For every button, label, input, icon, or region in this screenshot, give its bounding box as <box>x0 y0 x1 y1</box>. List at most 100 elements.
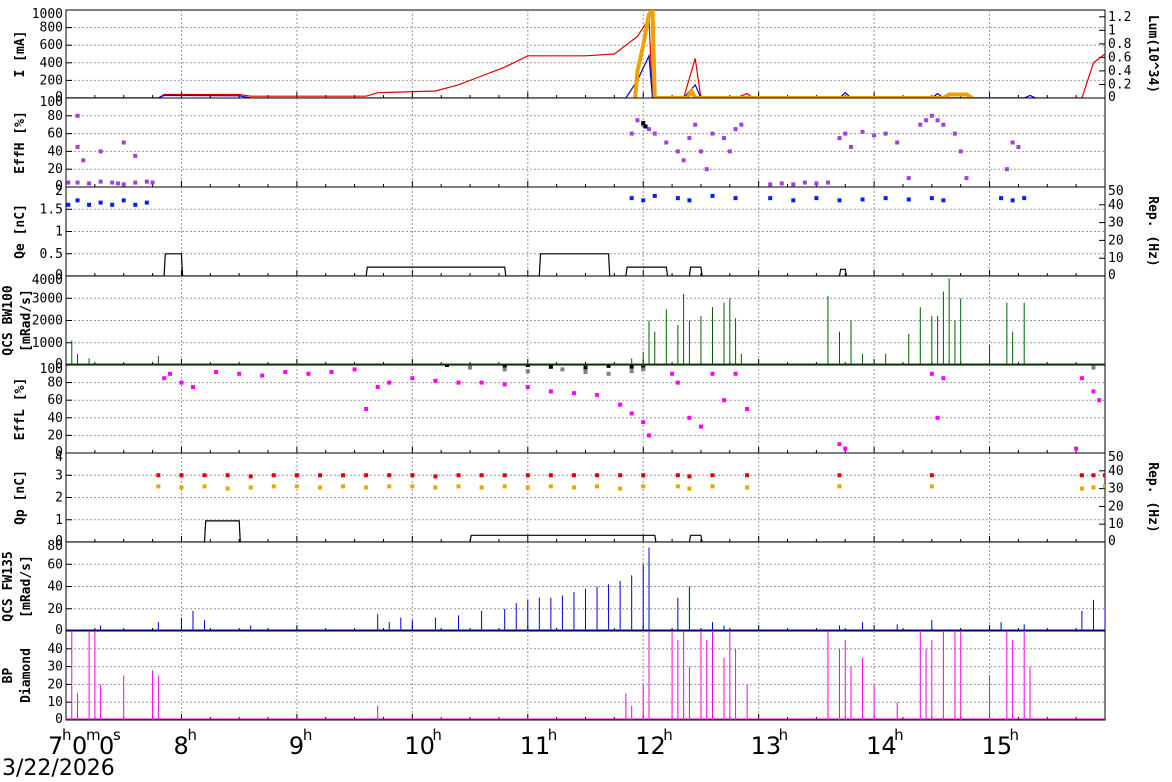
x-tick-label: 14h <box>866 726 904 760</box>
data-point <box>1091 365 1096 370</box>
data-point <box>352 367 357 372</box>
data-point <box>75 198 80 203</box>
data-point <box>156 473 161 478</box>
data-point <box>571 473 576 478</box>
x-tick-hour: 15 <box>982 732 1013 760</box>
data-point <box>710 131 715 136</box>
y-tick-label: 80 <box>47 539 63 554</box>
x-tick-unit: h <box>187 726 197 744</box>
y-tick-label: 40 <box>47 580 63 595</box>
data-point <box>733 127 738 132</box>
data-point <box>1074 446 1079 451</box>
data-point <box>548 484 553 489</box>
panel-frame <box>65 452 1106 543</box>
data-point <box>479 473 484 478</box>
y2-tick-label: 0 <box>1108 534 1116 549</box>
y-tick-label: 3 <box>55 468 63 483</box>
data-point <box>571 391 576 396</box>
data-point <box>745 485 750 490</box>
data-point <box>433 378 438 383</box>
data-point <box>675 380 680 385</box>
data-point <box>502 484 507 489</box>
series-line <box>66 520 1105 542</box>
x-tick-unit: h <box>62 726 72 744</box>
data-point <box>675 149 680 154</box>
data-point <box>999 196 1004 201</box>
y-tick-label: 600 <box>40 38 63 53</box>
y-tick-label: 80 <box>47 376 63 391</box>
data-point <box>410 376 415 381</box>
data-point <box>860 197 865 202</box>
data-point <box>675 484 680 489</box>
data-point <box>606 371 611 376</box>
y2-tick-label: 20 <box>1108 499 1124 514</box>
y-tick-label: 1 <box>55 225 63 240</box>
data-point <box>81 158 86 163</box>
data-point <box>1010 198 1015 203</box>
data-point <box>121 198 126 203</box>
y-tick-label: 4000 <box>32 273 63 288</box>
data-point <box>745 473 750 478</box>
data-point <box>733 371 738 376</box>
y-tick-label: 200 <box>40 73 63 88</box>
y-tick-label: 4 <box>55 450 63 465</box>
x-tick-hour: 9 <box>289 732 304 760</box>
data-point <box>1079 473 1084 478</box>
data-point <box>525 473 530 478</box>
data-point <box>641 420 646 425</box>
data-point <box>958 149 963 154</box>
y-tick-label: 20 <box>47 162 63 177</box>
data-point <box>710 484 715 489</box>
data-point <box>929 371 934 376</box>
x-tick-label: 11h <box>520 726 558 760</box>
data-point <box>329 370 334 375</box>
y2-tick-label: 0 <box>1108 268 1116 283</box>
data-point <box>87 181 92 186</box>
data-point <box>387 473 392 478</box>
panel-frame <box>65 630 1106 721</box>
data-point <box>860 129 865 134</box>
data-point <box>883 196 888 201</box>
y-tick-label: 60 <box>47 127 63 142</box>
data-point <box>1091 389 1096 394</box>
data-point <box>768 182 773 187</box>
data-point <box>121 182 126 187</box>
data-point <box>456 473 461 478</box>
y-axis-label: BP <box>1 668 16 684</box>
data-point <box>87 202 92 207</box>
data-point <box>525 365 530 367</box>
y-axis-label: EffL [%] <box>13 378 28 441</box>
data-point <box>560 367 565 372</box>
data-point <box>502 473 507 478</box>
data-point <box>595 484 600 489</box>
x-tick-unit: h <box>779 726 789 744</box>
y-axis-label: I [mA] <box>13 31 28 78</box>
data-point <box>1079 376 1084 381</box>
data-point <box>179 473 184 478</box>
series-line <box>66 16 1105 98</box>
data-point <box>704 167 709 172</box>
data-point <box>525 485 530 490</box>
data-point <box>364 485 369 490</box>
data-point <box>929 473 934 478</box>
data-point <box>664 140 669 145</box>
y-tick-label: 0 <box>55 623 63 638</box>
data-point <box>115 181 120 186</box>
data-point <box>629 369 634 374</box>
y-tick-label: 0 <box>55 445 63 460</box>
data-point <box>595 392 600 397</box>
data-point <box>843 446 848 451</box>
y-tick-label: 0 <box>55 179 63 194</box>
data-point <box>629 131 634 136</box>
x-tick-label: 12h <box>635 726 673 760</box>
data-point <box>260 373 265 378</box>
data-point <box>606 365 611 368</box>
data-point <box>283 370 288 375</box>
y-tick-label: 0 <box>55 534 63 549</box>
data-point <box>364 407 369 411</box>
data-point <box>202 473 207 478</box>
